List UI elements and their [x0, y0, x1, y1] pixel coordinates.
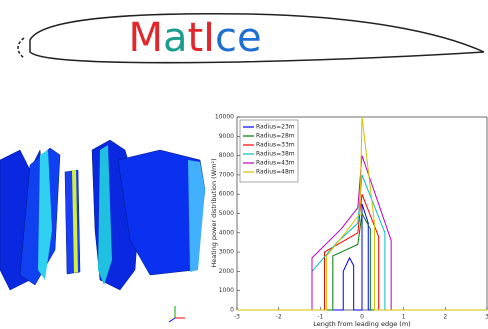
x-tick-label: 0	[360, 314, 364, 321]
airfoil-ice	[18, 38, 24, 58]
legend-label: Radius=33m	[256, 142, 295, 149]
x-tick-label: -2	[276, 314, 282, 321]
y-tick-label: 0	[230, 307, 234, 314]
logo-text: MatIce	[128, 15, 261, 61]
x-tick-label: 1	[402, 314, 406, 321]
legend-label: Radius=43m	[256, 160, 295, 167]
y-tick-label: 1000	[219, 287, 234, 294]
page-canvas: MatIce Length from leading edge (m) Heat…	[0, 0, 488, 329]
y-axis-label: Heating power distribution (Wm²)	[210, 158, 218, 267]
y-tick-label: 4000	[219, 229, 234, 236]
y-tick-label: 3000	[219, 249, 234, 256]
y-tick-label: 5000	[219, 210, 234, 217]
legend-label: Radius=38m	[256, 151, 295, 158]
x-axis-label: Length from leading edge (m)	[313, 320, 410, 328]
legend-label: Radius=48m	[256, 169, 295, 176]
page: {"logo": {"text": "MatIce", "colors": ["…	[0, 0, 488, 329]
y-tick-label: 9000	[219, 133, 234, 140]
legend-label: Radius=23m	[256, 124, 295, 131]
x-tick-label: 2	[443, 314, 447, 321]
y-tick-label: 6000	[219, 191, 234, 198]
y-tick-label: 2000	[219, 268, 234, 275]
legend-label: Radius=28m	[256, 133, 295, 140]
x-tick-label: -3	[234, 314, 240, 321]
y-tick-label: 10000	[215, 114, 234, 121]
y-tick-label: 8000	[219, 152, 234, 159]
x-tick-label: -1	[317, 314, 323, 321]
render-3d	[0, 140, 205, 322]
y-tick-label: 7000	[219, 171, 234, 178]
